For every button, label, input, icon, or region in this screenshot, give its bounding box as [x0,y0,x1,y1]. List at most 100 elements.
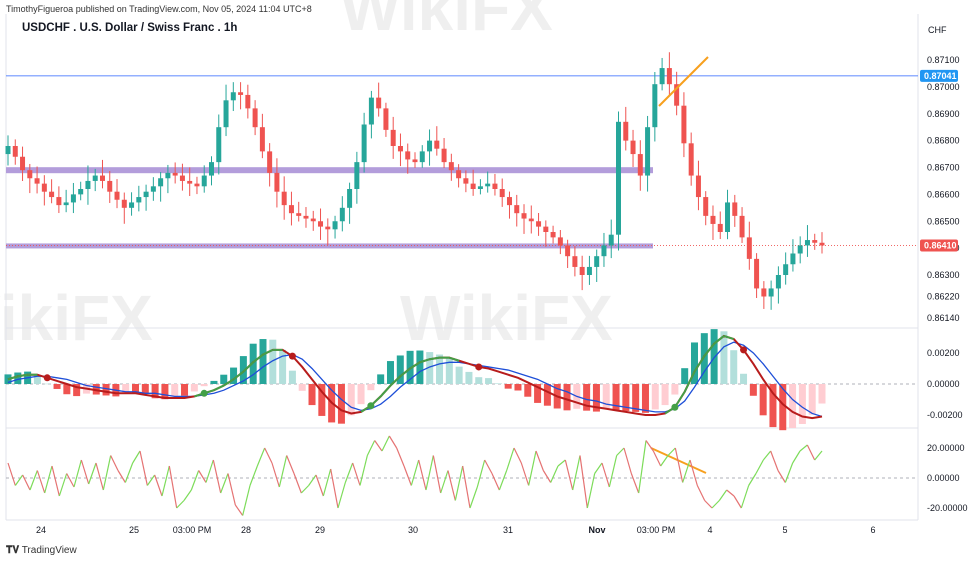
osc-tick-label: 20.00000 [927,443,965,453]
macd-line-bull-segment [429,356,440,361]
oscillator-segment [14,474,24,486]
candle-body [78,189,84,195]
candle-body [216,127,222,163]
last-price-tag: 0.86410 [920,239,958,252]
oscillator-axis: 20.00000 0.00000 -20.00000 [927,443,968,513]
macd-histogram-bar [749,384,757,396]
candle-body [165,172,171,179]
candle-body [347,189,353,208]
macd-histogram-bar [308,384,316,406]
time-tick-label: 03:00 PM [637,525,676,535]
oscillator-segment [454,465,464,501]
oscillator-segment [22,474,31,491]
candle-body [70,194,76,203]
oscillator-segment [726,489,735,497]
oscillator-segment [601,462,610,488]
candle-body [819,242,825,246]
watermark-text-top: WikiFX [340,0,553,44]
macd-cross-dot [288,352,296,360]
candle-body [150,186,156,192]
macd-line-bull-segment [409,361,421,370]
time-tick-label: 24 [36,525,46,535]
macd-histogram-bar [514,384,522,391]
macd-histogram-bar [465,371,473,384]
candle-body [209,162,214,176]
oscillator-segment [682,459,691,483]
macd-line-bull-segment [419,358,431,364]
macd-histogram-bar [455,366,463,384]
candle-body [361,124,367,163]
price-axis: 0.87100 0.87000 0.86900 0.86800 0.86700 0.866… [927,55,960,323]
macd-histogram-bar [279,349,287,384]
candle-body [245,94,251,109]
macd-histogram-bar [337,384,345,424]
candle-body [434,140,440,149]
oscillator-segment [344,462,354,483]
macd-histogram-bar [720,331,728,384]
macd-histogram-bar [779,384,787,431]
oscillator-segment [432,455,442,494]
candle-body [645,127,651,176]
macd-cross-dot [740,346,748,354]
macd-line-bull-segment [232,370,244,381]
candle-body [630,140,636,155]
candle-body [688,143,694,176]
oscillator-segment [36,470,46,494]
oscillator-segment [29,470,38,491]
candle-body [557,237,563,246]
oscillator-segment [520,462,530,486]
macd-line-bull-segment [703,343,715,357]
oscillator-segment [139,450,148,486]
macd-histogram-bar [230,367,238,384]
macd-histogram-bar [318,384,326,416]
oscillator-segment [124,462,134,483]
oscillator-segment [88,462,97,485]
macd-histogram-bar [612,384,620,411]
candle-body [41,183,47,192]
candle-body [761,288,767,297]
candle-body [441,148,447,163]
trend-line[interactable] [658,56,709,107]
macd-histogram-bar [426,352,434,384]
pane-borders [5,14,919,521]
candle-body [710,215,716,224]
oscillator-segment [183,489,192,501]
macd-histogram-bar [122,384,130,393]
macd-histogram-bar [622,384,630,411]
oscillator-segment [271,462,280,488]
candle-body [332,221,338,230]
macd-histogram-bar [357,384,365,405]
oscillator-segment [300,485,310,494]
oscillator-segment [579,455,588,509]
macd-histogram-bar [769,384,777,428]
currency-label: CHF [928,25,947,35]
candle-body [485,183,491,187]
macd-histogram-bar [494,383,502,384]
macd-histogram-bar [445,357,453,384]
candle-body [616,121,621,235]
candle-body [506,197,512,206]
macd-line-bull-segment [262,348,274,356]
oscillator-segment [286,455,295,474]
oscillator-segment [733,495,742,509]
oscillator-segment [792,450,801,464]
macd-tick-label: 0.00000 [927,379,960,389]
candle-body [318,221,324,227]
macd-histogram-bar [602,384,610,410]
oscillator-segment [557,459,566,467]
macd-histogram-bar [759,384,767,416]
oscillator-segment [528,450,537,486]
time-tick-label: 25 [129,525,139,535]
oscillator-segment [66,473,75,488]
macd-histogram-bar [534,384,542,403]
oscillator-segment [645,440,654,452]
macd-tick-label: -0.00200 [927,410,963,420]
candle-body [339,207,345,222]
candle-body [390,129,396,146]
macd-histogram-bar [798,384,806,424]
macd-line-bull-segment [242,361,254,373]
candle-body [129,202,135,208]
candle-body [187,180,193,184]
candle-body [158,178,164,187]
